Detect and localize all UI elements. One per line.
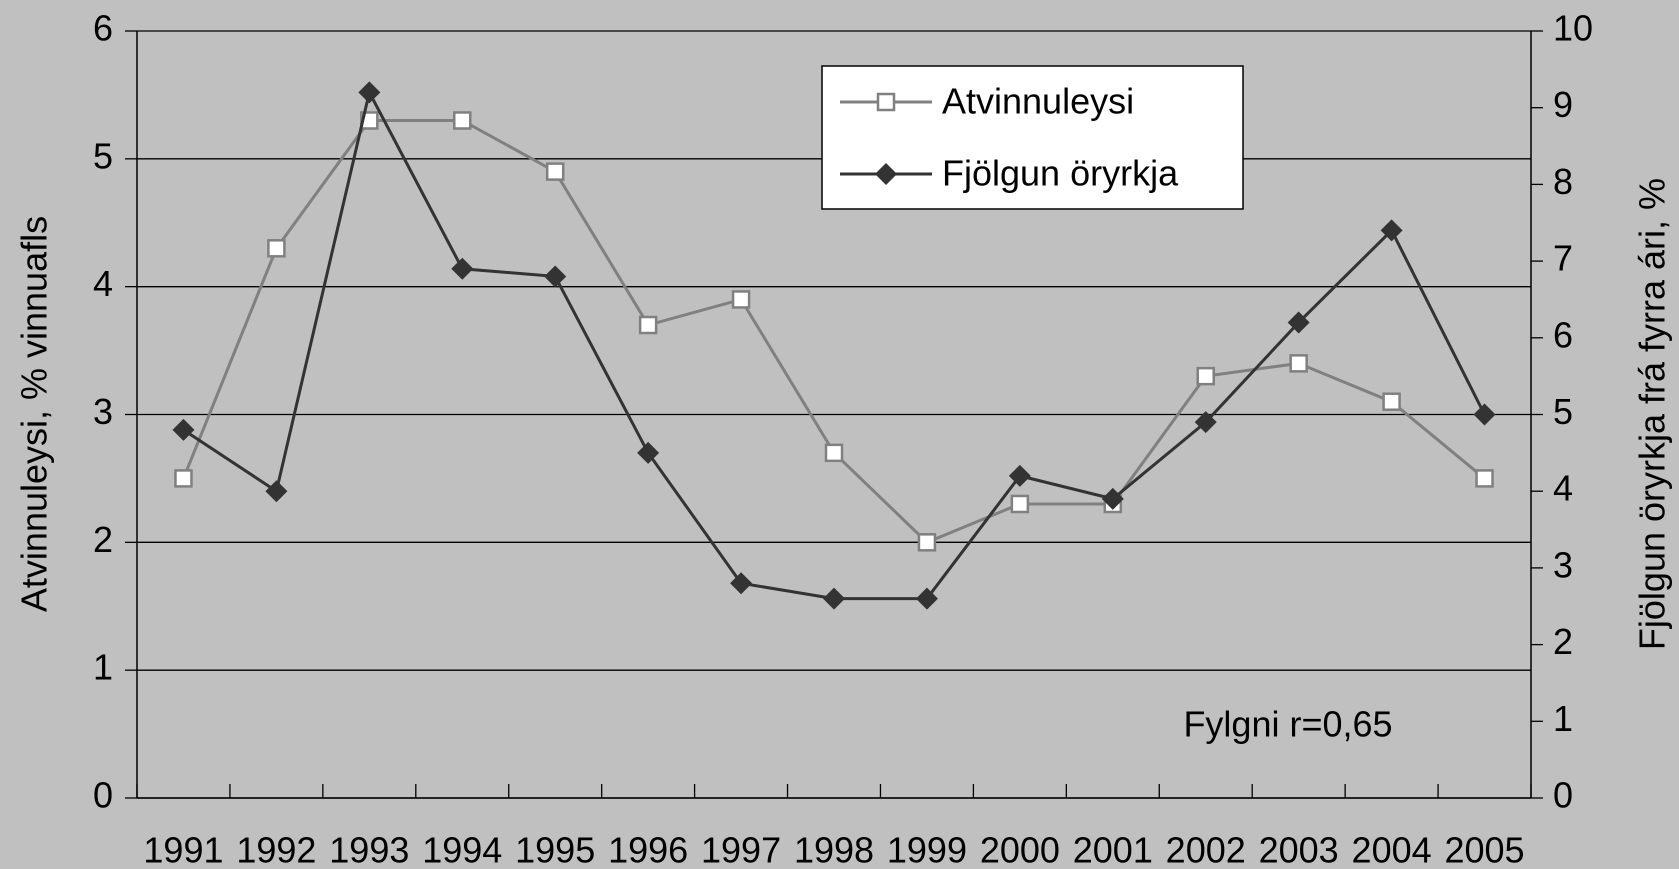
y-tick-label: 0 [93,775,113,816]
y2-tick-label: 7 [1553,238,1573,279]
marker [1008,464,1031,487]
marker [638,315,658,335]
y2-tick-label: 0 [1553,775,1573,816]
x-tick-label: 2002 [1166,830,1246,869]
marker [453,111,472,130]
marker [637,441,660,464]
marker [1194,411,1217,434]
y2-axis-label: Fjölgun öryrkja frá fyrra ári, % [1632,178,1673,650]
marker [1101,487,1124,510]
x-tick-label: 1991 [143,830,223,869]
y2-tick-label: 2 [1553,621,1573,662]
y-tick-label: 2 [93,519,113,560]
y-tick-label: 5 [93,135,113,176]
marker [730,572,753,595]
marker [823,587,845,610]
marker [875,163,897,185]
marker [1289,354,1308,373]
y2-tick-label: 9 [1553,84,1573,125]
marker [267,239,286,258]
marker [545,162,565,181]
x-tick-label: 2005 [1444,830,1524,869]
marker [172,418,195,441]
x-tick-label: 1998 [794,830,874,869]
marker [358,81,381,104]
x-tick-label: 1994 [422,830,502,869]
marker [174,469,193,488]
x-tick-label: 1997 [701,830,781,869]
x-tick-label: 1993 [329,830,409,869]
marker [1380,219,1403,242]
y2-tick-label: 4 [1553,468,1573,509]
y2-tick-label: 10 [1553,8,1593,49]
y-axis-label: Atvinnuleysi, % vinnuafls [14,216,55,612]
marker [265,480,288,503]
marker [544,265,567,288]
marker [917,533,937,552]
x-tick-label: 1999 [887,830,967,869]
legend-label: Atvinnuleysi [942,81,1134,122]
y-tick-label: 1 [93,647,113,688]
x-tick-label: 2000 [980,830,1060,869]
y2-tick-label: 1 [1553,698,1573,739]
marker [1010,494,1030,514]
x-tick-label: 1995 [515,830,595,869]
y-tick-label: 6 [93,8,113,49]
x-tick-label: 2003 [1259,830,1339,869]
marker [1473,403,1496,426]
y-tick-label: 3 [93,391,113,432]
marker [1196,366,1215,386]
marker [915,587,938,610]
y2-tick-label: 8 [1553,161,1573,202]
x-tick-label: 2004 [1352,830,1432,869]
marker [451,257,474,280]
marker [731,290,751,309]
marker [1287,311,1310,334]
marker [1382,392,1401,411]
annotation: Fylgni r=0,65 [1183,704,1392,745]
marker [1475,469,1494,488]
x-tick-label: 2001 [1073,830,1153,869]
x-tick-label: 1992 [236,830,316,869]
marker [824,443,844,463]
y-tick-label: 4 [93,263,113,304]
marker [876,92,896,112]
legend-label: Fjölgun öryrkja [942,153,1179,194]
y2-tick-label: 3 [1553,544,1573,585]
legend-box [821,65,1244,210]
y2-tick-label: 5 [1553,391,1573,432]
x-tick-label: 1996 [608,830,688,869]
y2-tick-label: 6 [1553,314,1573,355]
